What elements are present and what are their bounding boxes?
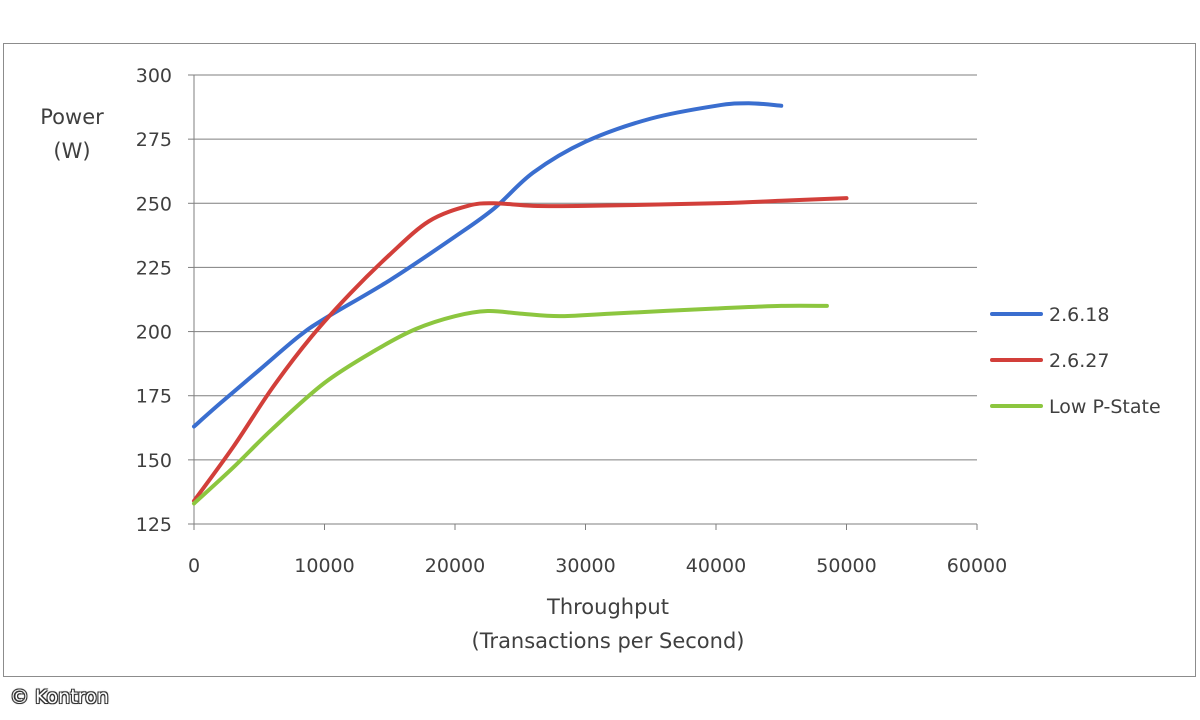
series-line-2-6-18 [192, 101, 784, 429]
x-tick-label: 20000 [425, 555, 485, 577]
x-tick-label: 40000 [686, 555, 746, 577]
y-tick-label: 300 [136, 65, 172, 87]
x-axis-title: (Transactions per Second) [472, 629, 745, 653]
y-axis-title: (W) [53, 139, 90, 163]
series-line-low-p-state [192, 303, 829, 506]
copyright-credit: © Kontron [10, 686, 109, 708]
legend-label-2-6-18: 2.6.18 [1049, 304, 1109, 326]
legend-label-2-6-27: 2.6.27 [1049, 350, 1109, 372]
y-tick-label: 250 [136, 193, 172, 215]
y-tick-label: 225 [136, 257, 172, 279]
x-axis-title: Throughput [546, 595, 669, 619]
y-tick-label: 150 [136, 450, 172, 472]
y-tick-label: 175 [136, 386, 172, 408]
y-tick-label: 125 [136, 514, 172, 536]
x-tick-label: 60000 [947, 555, 1007, 577]
series-line-2-6-27 [192, 196, 849, 503]
y-tick-label: 275 [136, 129, 172, 151]
y-tick-label: 200 [136, 322, 172, 344]
x-tick-label: 0 [188, 555, 200, 577]
x-tick-label: 50000 [816, 555, 876, 577]
x-tick-label: 30000 [555, 555, 615, 577]
legend-label-low-p-state: Low P-State [1049, 396, 1161, 418]
x-tick-label: 10000 [294, 555, 354, 577]
y-axis-title: Power [40, 105, 104, 129]
